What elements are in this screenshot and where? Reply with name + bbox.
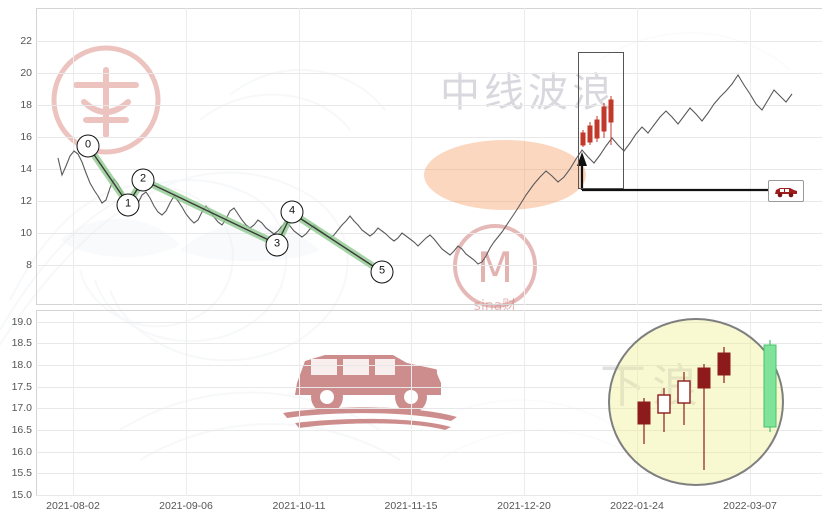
gridline	[36, 365, 822, 366]
y-axis-tick-label: 8	[26, 259, 32, 271]
gridline	[36, 473, 822, 474]
x-axis-tick-label: 2022-03-07	[723, 500, 777, 512]
gridline	[36, 452, 822, 453]
y-axis-tick-label-sub: 16.0	[11, 446, 32, 458]
car-icon	[775, 188, 797, 198]
vgridline	[750, 8, 751, 305]
x-axis-tick-label: 2022-01-24	[610, 500, 664, 512]
vgridline	[73, 8, 74, 305]
vgridline	[299, 310, 300, 496]
x-axis-tick-label: 2021-11-15	[384, 500, 438, 512]
wave-label-3: 3	[265, 233, 289, 257]
gridline	[36, 495, 822, 496]
y-axis-tick-label-sub: 15.5	[11, 467, 32, 479]
gridline	[36, 387, 822, 388]
y-axis-tick-label-sub: 17.0	[11, 402, 32, 414]
gridline	[36, 343, 822, 344]
y-axis-tick-label: 20	[20, 67, 32, 79]
vgridline	[411, 310, 412, 496]
y-axis-tick-label-sub: 18.5	[11, 337, 32, 349]
gridline	[36, 430, 822, 431]
gridline	[36, 233, 822, 234]
wave-label-2: 2	[131, 168, 155, 192]
y-axis-tick-label-sub: 18.0	[11, 359, 32, 371]
wave-label-5: 5	[370, 260, 394, 284]
car-icon-badge[interactable]	[768, 180, 804, 202]
gridline	[36, 408, 822, 409]
gridline	[36, 41, 822, 42]
y-axis-tick-label: 14	[20, 163, 32, 175]
y-axis-tick-label: 22	[20, 35, 32, 47]
y-axis-tick-label: 16	[20, 131, 32, 143]
x-axis-tick-label: 2021-10-11	[272, 500, 326, 512]
y-axis-tick-label: 10	[20, 227, 32, 239]
highlight-ellipse-sub	[608, 318, 784, 486]
vgridline	[411, 8, 412, 305]
wave-label-1: 1	[116, 193, 140, 217]
vgridline	[299, 8, 300, 305]
main-price-panel	[36, 8, 822, 305]
wave-label-0: 0	[76, 134, 100, 158]
gridline	[36, 105, 822, 106]
y-axis-tick-label-sub: 16.5	[11, 424, 32, 436]
gridline	[36, 322, 822, 323]
x-axis-tick-label: 2021-12-20	[497, 500, 551, 512]
vgridline	[186, 310, 187, 496]
y-axis-tick-label-sub: 15.0	[11, 489, 32, 501]
vgridline	[524, 310, 525, 496]
x-axis-tick-label: 2021-09-06	[159, 500, 213, 512]
gridline	[36, 137, 822, 138]
x-axis-tick-label: 2021-08-02	[46, 500, 100, 512]
y-axis-tick-label-sub: 17.5	[11, 381, 32, 393]
gridline	[36, 265, 822, 266]
vgridline	[186, 8, 187, 305]
y-axis-tick-label: 18	[20, 99, 32, 111]
vgridline	[73, 310, 74, 496]
highlight-ellipse-orange	[424, 140, 586, 210]
gridline	[36, 73, 822, 74]
vgridline	[637, 8, 638, 305]
highlight-box-main	[578, 52, 624, 189]
gridline	[36, 201, 822, 202]
y-axis-tick-label-sub: 19.0	[11, 316, 32, 328]
y-axis-tick-label: 12	[20, 195, 32, 207]
wave-label-4: 4	[280, 200, 304, 224]
